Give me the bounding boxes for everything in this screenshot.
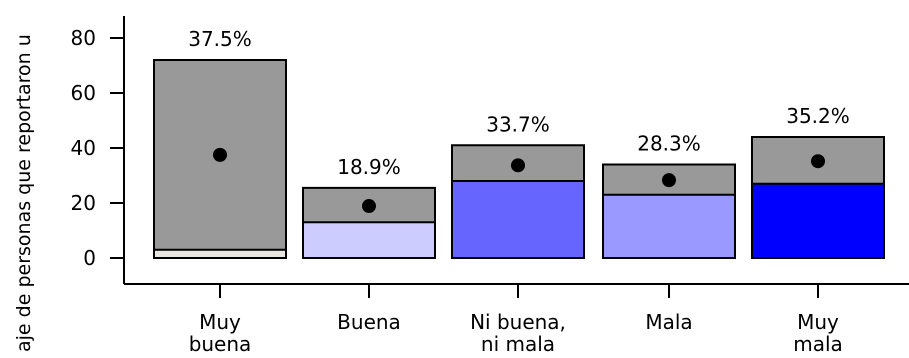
value-label: 33.7% (486, 112, 550, 136)
x-category-label: Ni buena, ni mala (470, 310, 566, 356)
x-category-label: Mala (645, 310, 692, 334)
y-tick-label: 20 (71, 191, 96, 215)
y-tick-label: 60 (71, 81, 96, 105)
sub-bar (602, 193, 736, 259)
value-label: 37.5% (188, 27, 252, 51)
mean-point (362, 199, 376, 214)
mean-points (213, 147, 825, 214)
x-category-label: Muy mala (793, 310, 843, 356)
mean-point (511, 158, 525, 173)
y-axis: 0 20 40 60 80 (71, 16, 125, 284)
y-tick-label: 40 (71, 136, 96, 160)
value-label: 18.9% (337, 155, 401, 179)
value-labels: 37.5% 18.9% 33.7% 28.3% 35.2% (188, 27, 850, 179)
x-axis: Muy buena Buena Ni buena, ni mala Mala Muy mala (124, 283, 909, 356)
mean-point (811, 154, 825, 169)
sub-bar (751, 182, 885, 259)
mean-point (213, 147, 227, 162)
x-category-label: Buena (337, 310, 401, 334)
x-category-label: Muy buena (189, 310, 252, 356)
sub-bar (153, 248, 287, 259)
value-label: 35.2% (786, 104, 850, 128)
y-axis-title: aje de personas que reportaron u (13, 34, 35, 352)
sub-bar (302, 221, 436, 259)
sub-bar (451, 180, 585, 259)
y-tick-label: 80 (71, 26, 96, 50)
value-label: 28.3% (637, 132, 701, 156)
y-tick-label: 0 (83, 246, 96, 270)
mean-point (662, 173, 676, 188)
